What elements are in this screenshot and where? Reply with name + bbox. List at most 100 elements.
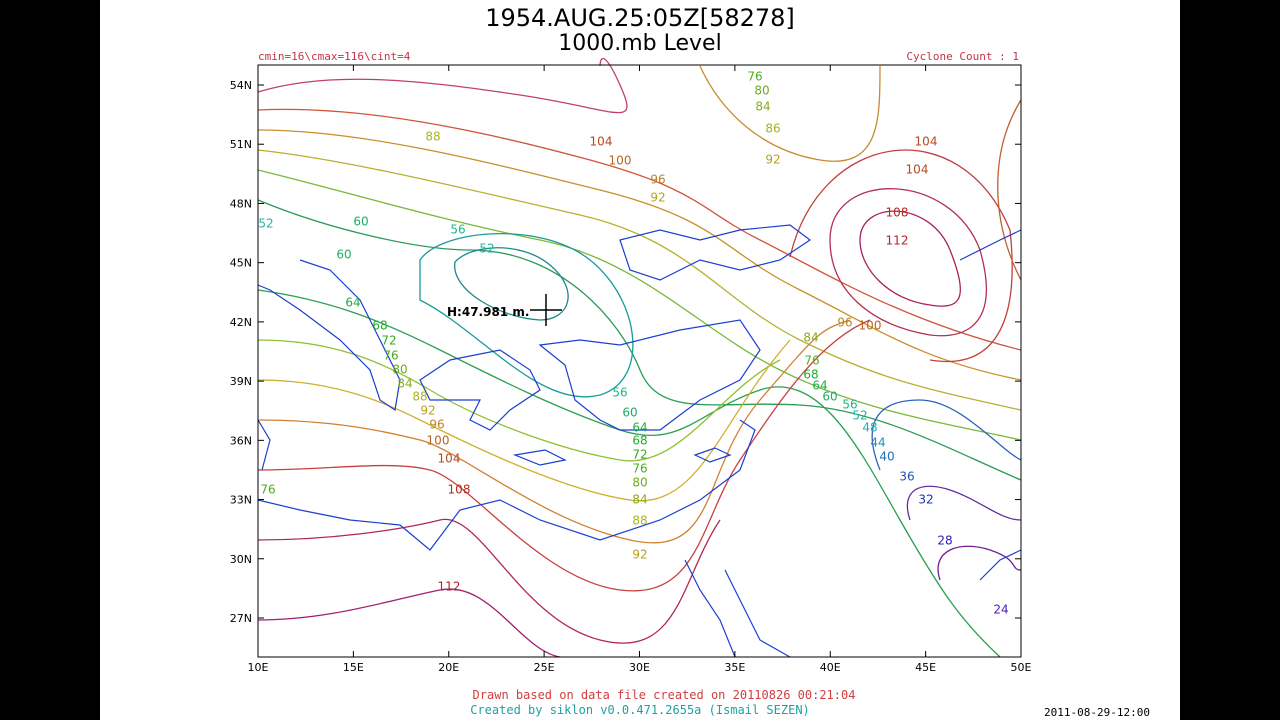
coastline (979, 549, 1022, 581)
left-bar (0, 0, 100, 720)
x-axis-label: 25E (534, 661, 555, 674)
contour-label: 88 (632, 514, 647, 528)
contour (257, 169, 1022, 441)
cyclone-count: Cyclone Count : 1 (906, 50, 1019, 63)
contour-label: 84 (397, 377, 412, 391)
coastline (257, 419, 756, 551)
contour-label: 76 (260, 483, 275, 497)
contour-label: 76 (747, 70, 762, 84)
contour-label: 56 (842, 398, 857, 412)
y-axis-label: 54N (230, 79, 252, 92)
contour-label: 60 (622, 406, 637, 420)
contour-label: 104 (915, 135, 938, 149)
contour (257, 319, 851, 544)
x-axis-label: 10E (248, 661, 269, 674)
contour (997, 99, 1022, 281)
coastline (257, 419, 271, 471)
contour-label: 104 (438, 452, 461, 466)
y-axis-label: 45N (230, 257, 252, 270)
contour-label: 76 (804, 354, 819, 368)
contour-label: 24 (993, 603, 1008, 617)
contour-label: 52 (479, 242, 494, 256)
contour (257, 57, 628, 114)
coastline (693, 447, 732, 463)
contour-label: 100 (427, 434, 450, 448)
contour-label: 112 (438, 580, 461, 594)
contour-label: 32 (918, 493, 933, 507)
x-axis-label: 20E (438, 661, 459, 674)
contour-label: 72 (381, 334, 396, 348)
coastline (619, 224, 812, 281)
contour (859, 210, 961, 307)
contour (789, 149, 1013, 362)
contour-label: 64 (345, 296, 360, 310)
contour-label: 36 (899, 470, 914, 484)
contour (257, 518, 721, 644)
contour (937, 545, 1022, 581)
contour-label: 56 (612, 386, 627, 400)
contour-label: 72 (632, 448, 647, 462)
contour (871, 399, 1022, 471)
contour (257, 108, 1022, 351)
contour (699, 65, 881, 162)
x-axis-label: 40E (820, 661, 841, 674)
y-axis-label: 33N (230, 494, 252, 507)
coastlines (257, 224, 1022, 658)
coastline (959, 229, 1022, 261)
contour-label: 64 (632, 421, 647, 435)
contour (257, 149, 1022, 411)
contour (257, 339, 791, 502)
contour-label: 52 (258, 217, 273, 231)
contour-label: 84 (755, 100, 770, 114)
x-axis-label: 45E (915, 661, 936, 674)
contour-label: 52 (852, 409, 867, 423)
contour-label: 60 (822, 390, 837, 404)
contour (257, 339, 781, 462)
contour (906, 485, 1022, 521)
contour-label: 48 (862, 421, 877, 435)
y-axis-label: 36N (230, 434, 252, 447)
contour-label: 86 (765, 122, 780, 136)
contour-label: 88 (425, 130, 440, 144)
y-axis-label: 42N (230, 316, 252, 329)
contour-label: 68 (372, 319, 387, 333)
contour-label: 80 (754, 84, 769, 98)
contour-label: 76 (632, 462, 647, 476)
coastline (684, 559, 736, 658)
contour-label: 84 (632, 493, 647, 507)
contour-label: 60 (336, 248, 351, 262)
contour-label: 108 (448, 483, 471, 497)
coastline (538, 319, 761, 431)
y-axis-label: 27N (230, 612, 252, 625)
coastline (512, 449, 567, 466)
x-axis-label: 30E (629, 661, 650, 674)
contour-label: 44 (870, 436, 885, 450)
contour-label: 96 (650, 173, 665, 187)
contour-label: 96 (429, 418, 444, 432)
contour-label: 76 (383, 349, 398, 363)
contour (257, 588, 561, 658)
contour-label: 60 (353, 215, 368, 229)
title: 1954.AUG.25:05Z[58278] (485, 4, 795, 32)
contour-label: 80 (632, 476, 647, 490)
cyclone-label: H:47.981 m. (447, 305, 529, 319)
contour-label: 92 (650, 191, 665, 205)
coastline (724, 569, 791, 658)
contour-label: 68 (632, 434, 647, 448)
timestamp: 2011-08-29-12:00 (1044, 706, 1150, 719)
contour-label: 40 (879, 450, 894, 464)
contour-label: 56 (450, 223, 465, 237)
contour (454, 247, 569, 321)
coastline (257, 259, 401, 412)
y-axis-label: 39N (230, 375, 252, 388)
x-axis-label: 50E (1011, 661, 1032, 674)
y-axis-label: 30N (230, 553, 252, 566)
y-axis-label: 48N (230, 197, 252, 210)
contour (257, 289, 1001, 658)
contour-label: 104 (590, 135, 613, 149)
contour-label: 108 (886, 206, 909, 220)
right-bar (1180, 0, 1280, 720)
contour-label: 28 (937, 534, 952, 548)
